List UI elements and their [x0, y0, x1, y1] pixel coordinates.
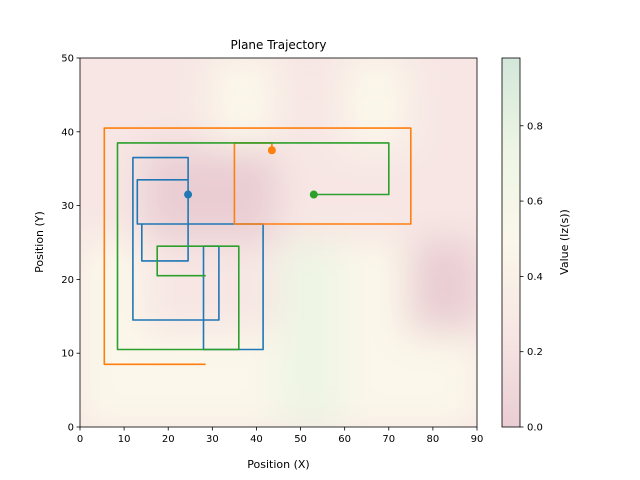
- y-tick-label: 10: [61, 349, 74, 360]
- heatmap-cell: [80, 332, 149, 427]
- heatmap-cell: [144, 148, 215, 245]
- colorbar-tick-label: 0.0: [527, 423, 543, 434]
- heatmap-cell: [342, 58, 413, 153]
- y-axis: 0 10 20 30 40 50: [61, 54, 80, 434]
- x-tick-label: 80: [427, 434, 440, 445]
- heatmap-cell: [80, 240, 149, 337]
- heatmap-cell: [408, 332, 477, 427]
- heatmap-background: [80, 58, 477, 427]
- colorbar-label: Value (Iz(s)): [558, 209, 571, 275]
- heatmap-cell: [80, 58, 149, 153]
- y-tick-label: 30: [61, 201, 74, 212]
- plot-frame: [79, 57, 478, 428]
- x-tick-label: 20: [162, 434, 175, 445]
- heatmap-cell: [408, 240, 477, 337]
- heatmap-cell: [144, 332, 215, 427]
- trajectory-end-marker: [184, 190, 193, 199]
- trajectory-end-marker: [267, 146, 276, 155]
- colorbar-axis: 0.0 0.2 0.4 0.6 0.8: [520, 121, 543, 434]
- heatmap-cell: [210, 332, 281, 427]
- x-axis: 0 10 20 30 40 50 60 70 80 90: [77, 427, 484, 445]
- y-tick-label: 50: [61, 54, 74, 65]
- heatmap-cell: [408, 58, 477, 153]
- heatmap-cell: [408, 148, 477, 245]
- heatmap-cell: [210, 240, 281, 337]
- y-tick-label: 20: [61, 275, 74, 286]
- heatmap-cell: [276, 332, 347, 427]
- colorbar-tick-label: 0.8: [527, 121, 543, 132]
- x-tick-label: 40: [250, 434, 263, 445]
- x-tick-label: 0: [77, 434, 83, 445]
- colorbar-tick-label: 0.6: [527, 197, 543, 208]
- heatmap-cell: [342, 240, 413, 337]
- colorbar: [501, 57, 521, 428]
- y-tick-label: 0: [68, 423, 74, 434]
- heatmap-cell: [144, 58, 215, 153]
- trajectory-series: [103, 127, 412, 366]
- heatmap-cell: [342, 332, 413, 427]
- colorbar-tick-label: 0.2: [527, 347, 543, 358]
- y-axis-label: Position (Y): [33, 211, 46, 273]
- x-tick-label: 70: [382, 434, 395, 445]
- heatmap-cell: [210, 148, 281, 245]
- trajectory-end-marker: [309, 190, 318, 199]
- y-tick-label: 40: [61, 127, 74, 138]
- x-tick-label: 90: [471, 434, 484, 445]
- colorbar-tick-label: 0.4: [527, 272, 543, 283]
- x-axis-label: Position (X): [247, 458, 309, 471]
- x-tick-label: 50: [294, 434, 307, 445]
- trajectory-line: [116, 142, 390, 351]
- x-tick-label: 10: [118, 434, 131, 445]
- heatmap-cell: [276, 240, 347, 337]
- x-tick-label: 30: [206, 434, 219, 445]
- heatmap-cell: [276, 58, 347, 153]
- chart-title: Plane Trajectory: [231, 38, 327, 52]
- x-tick-label: 60: [338, 434, 351, 445]
- heatmap-cell: [342, 148, 413, 245]
- heatmap-cell: [210, 58, 281, 153]
